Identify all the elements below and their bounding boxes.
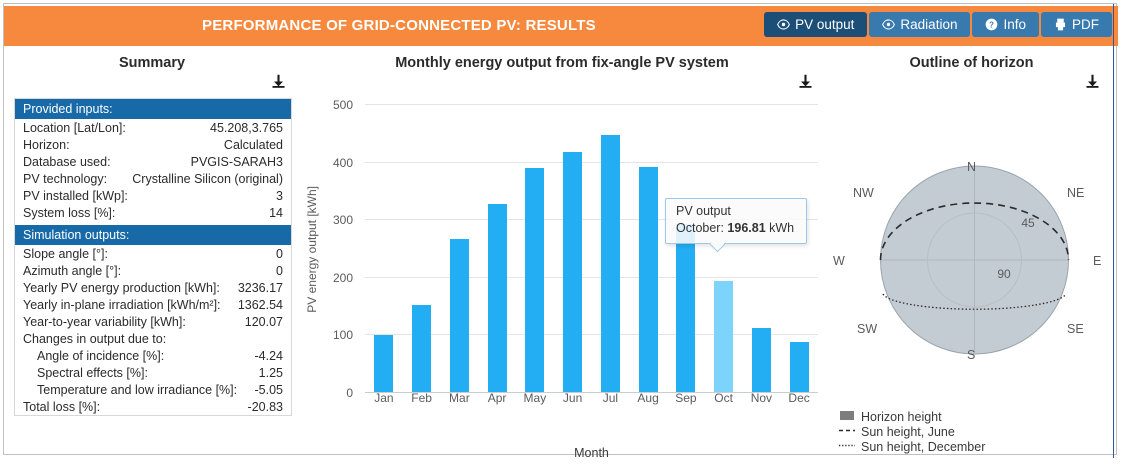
svg-text:?: ? bbox=[990, 20, 995, 29]
svg-text:90: 90 bbox=[997, 267, 1011, 281]
svg-text:45: 45 bbox=[1021, 216, 1035, 230]
